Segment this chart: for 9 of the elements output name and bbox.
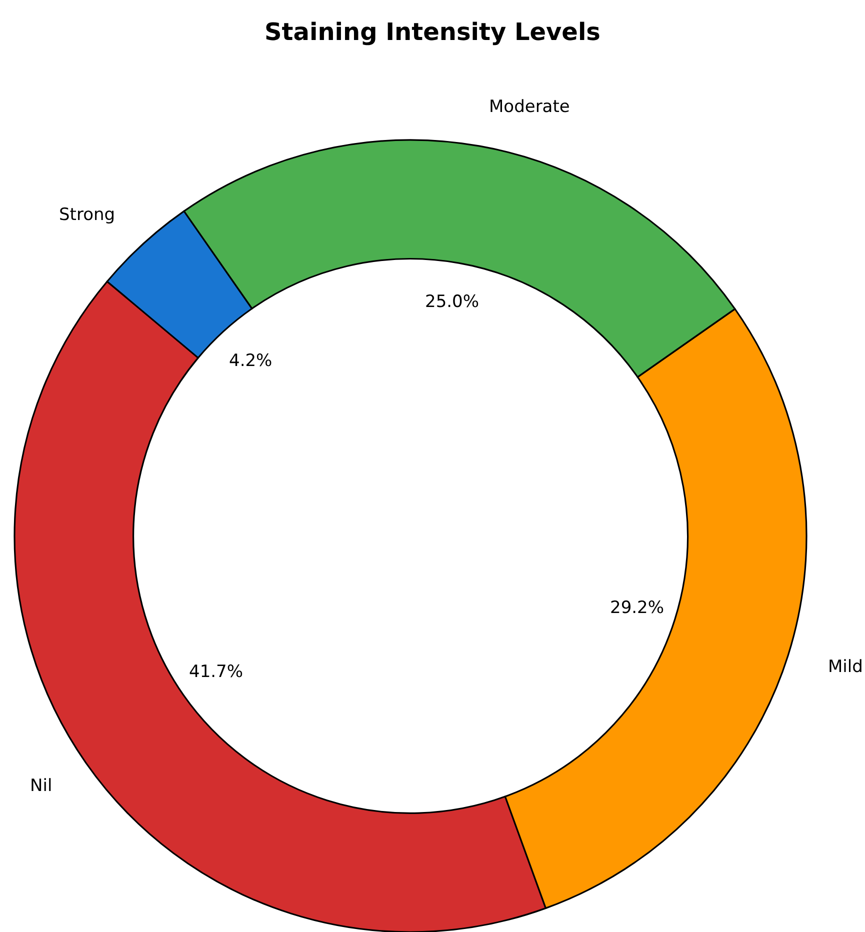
data-label: 29.2% [610,598,664,618]
chart-title: Staining Intensity Levels [264,18,600,46]
slice-label: Mild [828,657,863,677]
data-label: 25.0% [425,292,480,312]
slice-label: Nil [30,776,52,796]
slice-label: Strong [59,205,116,225]
data-label: 4.2% [229,351,272,371]
data-label: 41.7% [189,662,244,682]
slice-label: Moderate [489,97,570,117]
